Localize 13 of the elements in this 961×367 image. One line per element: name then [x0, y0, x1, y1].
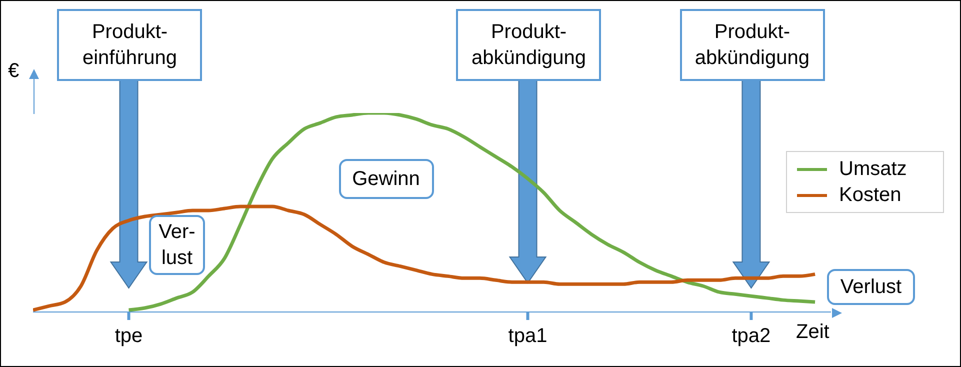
text: Produkt- abkündigung	[694, 20, 810, 71]
text: Produkt- abkündigung	[471, 20, 586, 71]
y-axis-title: €	[8, 60, 20, 82]
annotation: Ver- lust	[158, 220, 196, 271]
annotation: Gewinn	[352, 167, 420, 192]
x-tick-label: tpa2	[732, 325, 771, 348]
text: Produkt- einführung	[82, 20, 178, 71]
x-tick-label: tpa1	[508, 325, 548, 348]
x-tick-label: tpe	[114, 325, 143, 348]
legend-label: Umsatz	[839, 157, 907, 182]
x-axis-title: Zeit	[796, 321, 830, 343]
legend-label: Kosten	[839, 183, 902, 208]
text: Verlust	[840, 275, 902, 300]
